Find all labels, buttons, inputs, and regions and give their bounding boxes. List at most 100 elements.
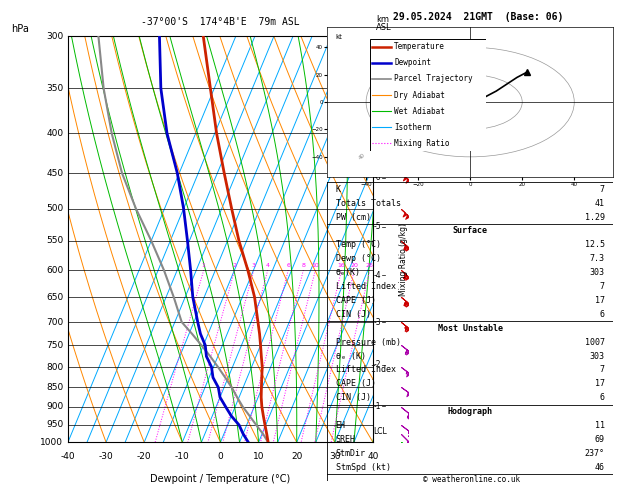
Text: 550: 550 [46, 236, 64, 245]
Text: km: km [376, 15, 389, 24]
Text: Surface: Surface [453, 226, 487, 235]
Text: -3: -3 [373, 317, 381, 327]
Text: 4: 4 [266, 263, 270, 268]
Text: 300: 300 [46, 32, 64, 41]
Text: 7.3: 7.3 [590, 254, 604, 263]
Text: EH: EH [336, 421, 346, 430]
Text: 17: 17 [594, 296, 604, 305]
Text: 40: 40 [367, 452, 379, 461]
Text: StmDir: StmDir [336, 449, 365, 458]
Text: Wet Adiabat: Wet Adiabat [394, 106, 445, 116]
Text: 46: 46 [594, 463, 604, 472]
Text: 20: 20 [350, 263, 359, 268]
Text: Hodograph: Hodograph [448, 407, 493, 416]
Text: 20: 20 [392, 133, 401, 141]
Text: ASL: ASL [376, 22, 392, 32]
Text: 10: 10 [253, 452, 264, 461]
Text: 1007: 1007 [585, 338, 604, 347]
Text: Parcel Trajectory: Parcel Trajectory [394, 74, 473, 84]
Text: Dry Adiabat: Dry Adiabat [394, 90, 445, 100]
Text: -30: -30 [99, 452, 113, 461]
Text: LCL: LCL [374, 427, 387, 436]
Text: 500: 500 [46, 204, 64, 213]
Text: θₑ(K): θₑ(K) [336, 268, 360, 277]
Text: Pressure (mb): Pressure (mb) [336, 338, 401, 347]
Text: -10: -10 [175, 452, 190, 461]
Text: -1: -1 [374, 402, 381, 411]
Text: 40: 40 [359, 152, 367, 160]
Text: CAPE (J): CAPE (J) [336, 296, 376, 305]
Text: -2: -2 [374, 360, 381, 369]
Text: Temp (°C): Temp (°C) [336, 240, 381, 249]
Text: -7: -7 [373, 122, 381, 131]
Text: 17: 17 [594, 380, 604, 388]
Text: 237°: 237° [585, 449, 604, 458]
Text: -37°00'S  174°4B'E  79m ASL: -37°00'S 174°4B'E 79m ASL [141, 17, 300, 27]
Text: Isotherm: Isotherm [394, 122, 431, 132]
Text: 11: 11 [594, 421, 604, 430]
Text: hPa: hPa [11, 24, 29, 34]
Text: Temperature: Temperature [394, 42, 445, 52]
Text: 69: 69 [594, 435, 604, 444]
Text: 2: 2 [233, 263, 237, 268]
Text: Lifted Index: Lifted Index [336, 365, 396, 374]
Text: Most Unstable: Most Unstable [438, 324, 503, 333]
Text: 20: 20 [291, 452, 303, 461]
Text: -6: -6 [373, 173, 381, 182]
Text: 16: 16 [338, 263, 345, 268]
Text: kt: kt [335, 34, 342, 39]
Text: 800: 800 [46, 363, 64, 372]
Text: 6: 6 [286, 263, 290, 268]
Text: 12.5: 12.5 [585, 240, 604, 249]
Text: Totals Totals: Totals Totals [336, 199, 401, 208]
Text: 600: 600 [46, 265, 64, 275]
Text: 0: 0 [218, 452, 223, 461]
Text: -8: -8 [374, 70, 381, 79]
Text: CIN (J): CIN (J) [336, 310, 370, 319]
Text: CIN (J): CIN (J) [336, 393, 370, 402]
Text: 10: 10 [311, 263, 320, 268]
Text: 303: 303 [590, 268, 604, 277]
Text: 6: 6 [599, 393, 604, 402]
Text: θₑ (K): θₑ (K) [336, 351, 365, 361]
Text: 7: 7 [599, 185, 604, 194]
Text: -5: -5 [373, 223, 381, 231]
Text: 650: 650 [46, 293, 64, 301]
Text: 303: 303 [590, 351, 604, 361]
Text: -20: -20 [137, 452, 152, 461]
Text: PW (cm): PW (cm) [336, 212, 370, 222]
Text: CAPE (J): CAPE (J) [336, 380, 376, 388]
Text: 750: 750 [46, 341, 64, 350]
Text: SREH: SREH [336, 435, 355, 444]
Text: 8: 8 [301, 263, 305, 268]
Text: 1.29: 1.29 [585, 212, 604, 222]
Text: 1: 1 [202, 263, 206, 268]
Text: 3: 3 [252, 263, 256, 268]
Text: -40: -40 [60, 452, 75, 461]
Text: 400: 400 [46, 129, 64, 138]
Text: 1000: 1000 [40, 438, 64, 447]
Text: 950: 950 [46, 420, 64, 430]
Text: 7: 7 [599, 282, 604, 291]
Text: K: K [336, 185, 341, 194]
Text: 30: 30 [329, 452, 341, 461]
Text: Mixing Ratio: Mixing Ratio [394, 139, 450, 148]
Text: 41: 41 [594, 199, 604, 208]
Text: Lifted Index: Lifted Index [336, 282, 396, 291]
Text: -4: -4 [373, 271, 381, 279]
Text: 350: 350 [46, 84, 64, 93]
Text: 850: 850 [46, 383, 64, 392]
Text: 7: 7 [599, 365, 604, 374]
Text: Mixing Ratio (g/kg): Mixing Ratio (g/kg) [399, 223, 408, 296]
Text: 450: 450 [46, 169, 64, 177]
Text: StmSpd (kt): StmSpd (kt) [336, 463, 391, 472]
Text: © weatheronline.co.uk: © weatheronline.co.uk [423, 474, 520, 484]
Text: 700: 700 [46, 317, 64, 327]
Text: 26: 26 [366, 263, 374, 268]
Text: 29.05.2024  21GMT  (Base: 06): 29.05.2024 21GMT (Base: 06) [393, 12, 563, 22]
Text: Dewpoint / Temperature (°C): Dewpoint / Temperature (°C) [150, 474, 291, 484]
Text: Dewp (°C): Dewp (°C) [336, 254, 381, 263]
Text: 900: 900 [46, 402, 64, 411]
Text: Dewpoint: Dewpoint [394, 58, 431, 68]
Text: 6: 6 [599, 310, 604, 319]
